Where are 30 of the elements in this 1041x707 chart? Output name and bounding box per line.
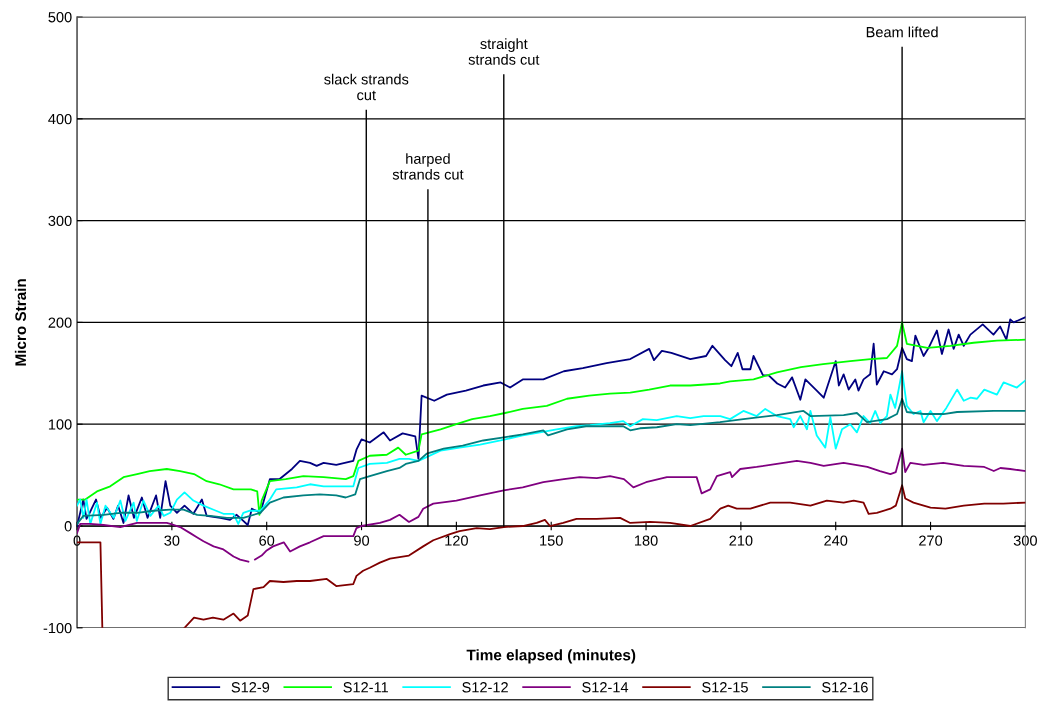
- ref-line-label: harped strands cut: [392, 153, 464, 180]
- line-series: [77, 397, 1026, 525]
- x-tick-label: 180: [634, 535, 658, 546]
- x-tick-label: 30: [164, 535, 180, 546]
- legend-label: S12-9: [231, 682, 270, 693]
- legend-label: S12-16: [822, 682, 868, 693]
- y-tick-label: 500: [48, 12, 72, 23]
- x-tick-label: 90: [354, 535, 370, 546]
- x-tick-label: 120: [445, 535, 468, 546]
- x-tick-label: 270: [919, 535, 943, 546]
- x-tick-label: 210: [729, 535, 753, 546]
- ref-line-label: slack strands cut: [324, 73, 409, 101]
- y-tick-label: 200: [48, 317, 72, 328]
- ref-line-label: Beam lifted: [866, 26, 938, 38]
- ref-line-label: straight strands cut: [468, 38, 540, 65]
- x-tick-label: 150: [540, 535, 563, 546]
- y-tick-label: 400: [48, 113, 72, 125]
- y-tick-label: -100: [43, 622, 72, 634]
- y-tick-label: 100: [48, 419, 72, 430]
- legend-label: S12-12: [462, 682, 508, 693]
- y-tick-label: 0: [64, 521, 72, 532]
- y-tick-label: 300: [48, 215, 72, 227]
- x-axis-title: Time elapsed (minutes): [466, 649, 636, 664]
- x-tick-label: 60: [259, 535, 275, 546]
- x-tick-label: 300: [1013, 535, 1037, 546]
- y-axis-title: Micro Strain: [14, 279, 27, 366]
- legend-label: S12-14: [582, 682, 629, 693]
- legend-label: S12-15: [702, 682, 748, 693]
- legend-label: S12-11: [343, 682, 388, 693]
- x-tick-label: 240: [824, 535, 848, 546]
